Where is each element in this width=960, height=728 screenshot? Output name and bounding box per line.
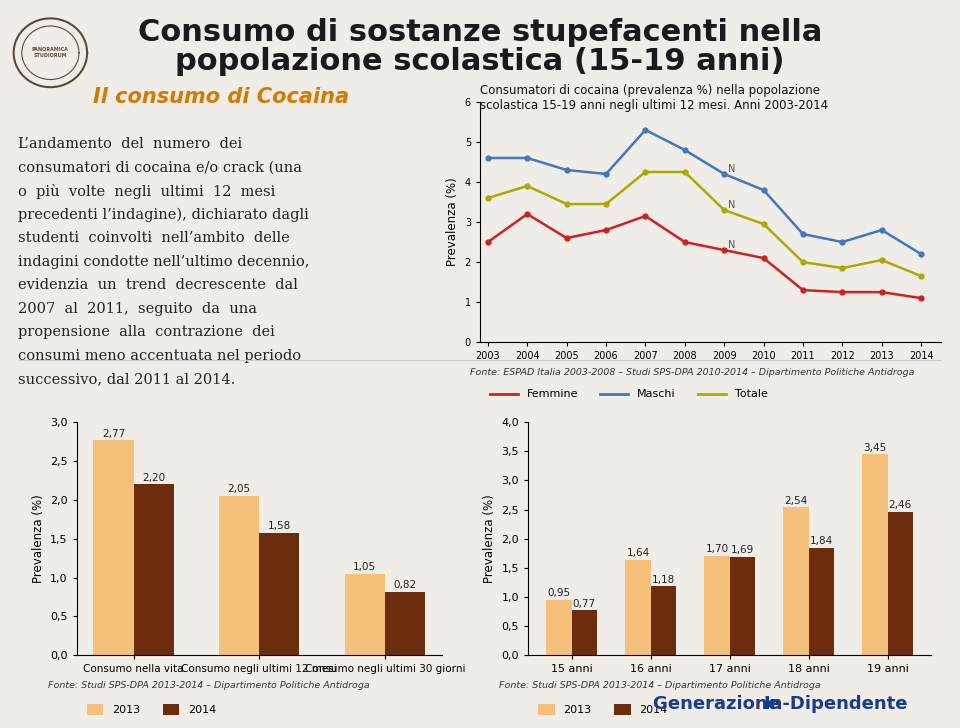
Bar xyxy=(93,440,133,655)
Text: 1,69: 1,69 xyxy=(731,545,754,555)
Text: Fonte: Studi SPS-DPA 2013-2014 – Dipartimento Politiche Antidroga: Fonte: Studi SPS-DPA 2013-2014 – Diparti… xyxy=(48,681,370,689)
Text: 0,95: 0,95 xyxy=(547,588,570,598)
Text: popolazione scolastica (15-19 anni): popolazione scolastica (15-19 anni) xyxy=(176,47,784,76)
Legend: 2013, 2014: 2013, 2014 xyxy=(534,699,672,719)
Bar xyxy=(385,592,425,655)
Text: 1,18: 1,18 xyxy=(652,574,675,585)
Bar xyxy=(705,556,730,655)
Y-axis label: Prevalenza (%): Prevalenza (%) xyxy=(446,178,459,266)
Text: In-Dipendente: In-Dipendente xyxy=(763,695,908,713)
Bar xyxy=(730,557,755,655)
Text: Il consumo di Cocaina: Il consumo di Cocaina xyxy=(93,87,348,107)
Bar xyxy=(651,587,676,655)
Text: 1,70: 1,70 xyxy=(706,545,729,555)
Text: indagini condotte nell’ultimo decennio,: indagini condotte nell’ultimo decennio, xyxy=(18,255,309,269)
Text: 2,46: 2,46 xyxy=(889,500,912,510)
Text: N: N xyxy=(728,200,735,210)
Text: Consumatori di cocaina (prevalenza %) nella popolazione
scolastica 15-19 anni ne: Consumatori di cocaina (prevalenza %) ne… xyxy=(480,84,828,111)
Text: 0,82: 0,82 xyxy=(394,580,417,590)
Text: 1,84: 1,84 xyxy=(809,537,833,546)
Text: 1,05: 1,05 xyxy=(353,562,376,572)
Bar xyxy=(783,507,808,655)
Text: o  più  volte  negli  ultimi  12  mesi: o più volte negli ultimi 12 mesi xyxy=(18,184,276,199)
Text: 3,45: 3,45 xyxy=(863,443,887,453)
Text: 2007  al  2011,  seguito  da  una: 2007 al 2011, seguito da una xyxy=(18,301,257,316)
Text: 0,77: 0,77 xyxy=(573,598,596,609)
Bar xyxy=(862,454,888,655)
Bar xyxy=(345,574,385,655)
Bar xyxy=(546,600,571,655)
Text: 2,05: 2,05 xyxy=(228,484,251,494)
Text: consumi meno accentuata nel periodo: consumi meno accentuata nel periodo xyxy=(18,349,301,363)
Text: consumatori di cocaina e/o crack (una: consumatori di cocaina e/o crack (una xyxy=(18,161,302,175)
Text: N: N xyxy=(728,240,735,250)
Y-axis label: Prevalenza (%): Prevalenza (%) xyxy=(32,494,44,583)
Legend: 2013, 2014: 2013, 2014 xyxy=(83,699,221,719)
Text: studenti  coinvolti  nell’ambito  delle: studenti coinvolti nell’ambito delle xyxy=(18,232,290,245)
Text: successivo, dal 2011 al 2014.: successivo, dal 2011 al 2014. xyxy=(18,372,235,387)
Text: 1,58: 1,58 xyxy=(268,521,291,531)
Bar xyxy=(133,484,174,655)
Text: Fonte: Studi SPS-DPA 2013-2014 – Dipartimento Politiche Antidroga: Fonte: Studi SPS-DPA 2013-2014 – Diparti… xyxy=(499,681,821,689)
Text: 2,77: 2,77 xyxy=(102,429,125,438)
Bar xyxy=(259,532,300,655)
Bar xyxy=(808,548,834,655)
Text: PANORAMICA
STUDIORUM: PANORAMICA STUDIORUM xyxy=(32,47,69,58)
Bar xyxy=(888,512,913,655)
Text: Consumo di sostanze stupefacenti nella: Consumo di sostanze stupefacenti nella xyxy=(138,18,822,47)
Text: Fonte: ESPAD Italia 2003-2008 – Studi SPS-DPA 2010-2014 – Dipartimento Politiche: Fonte: ESPAD Italia 2003-2008 – Studi SP… xyxy=(470,368,915,376)
Text: propensione  alla  contrazione  dei: propensione alla contrazione dei xyxy=(18,325,275,339)
Text: Generazione: Generazione xyxy=(653,695,786,713)
Bar xyxy=(219,496,259,655)
Legend: Femmine, Maschi, Totale: Femmine, Maschi, Totale xyxy=(486,385,772,404)
Text: 2,54: 2,54 xyxy=(784,496,807,505)
Text: L’andamento  del  numero  dei: L’andamento del numero dei xyxy=(18,137,242,151)
Text: evidenzia  un  trend  decrescente  dal: evidenzia un trend decrescente dal xyxy=(18,278,298,292)
Text: N: N xyxy=(728,164,735,174)
Text: 1,64: 1,64 xyxy=(626,548,650,558)
Bar xyxy=(625,560,651,655)
Y-axis label: Prevalenza (%): Prevalenza (%) xyxy=(483,494,495,583)
Text: 2,20: 2,20 xyxy=(142,472,165,483)
Bar xyxy=(571,610,597,655)
Text: precedenti l’indagine), dichiarato dagli: precedenti l’indagine), dichiarato dagli xyxy=(18,207,309,222)
